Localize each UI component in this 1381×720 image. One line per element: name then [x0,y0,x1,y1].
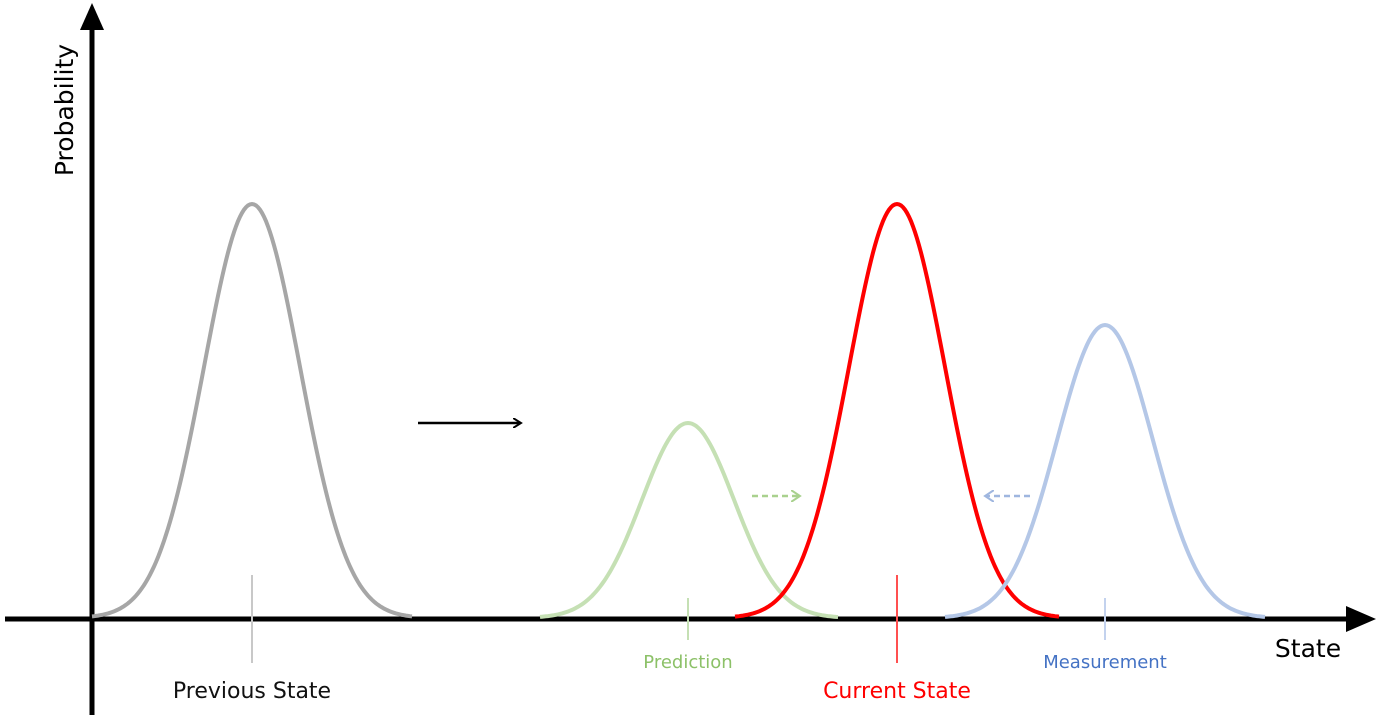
label: Prediction [643,652,732,673]
label: Measurement [1043,652,1167,673]
label: Current State [823,679,971,704]
bell-curve [734,201,1060,619]
curves [91,201,1266,619]
x-axis-label: State [1275,634,1341,663]
bell-curve [944,322,1266,619]
x-axis-arrow [1346,606,1376,632]
bell-curve [539,420,839,619]
label: Previous State [173,679,331,704]
y-axis-label: Probability [50,44,79,176]
bell-curve [91,201,413,619]
y-axis-arrow [80,3,104,30]
